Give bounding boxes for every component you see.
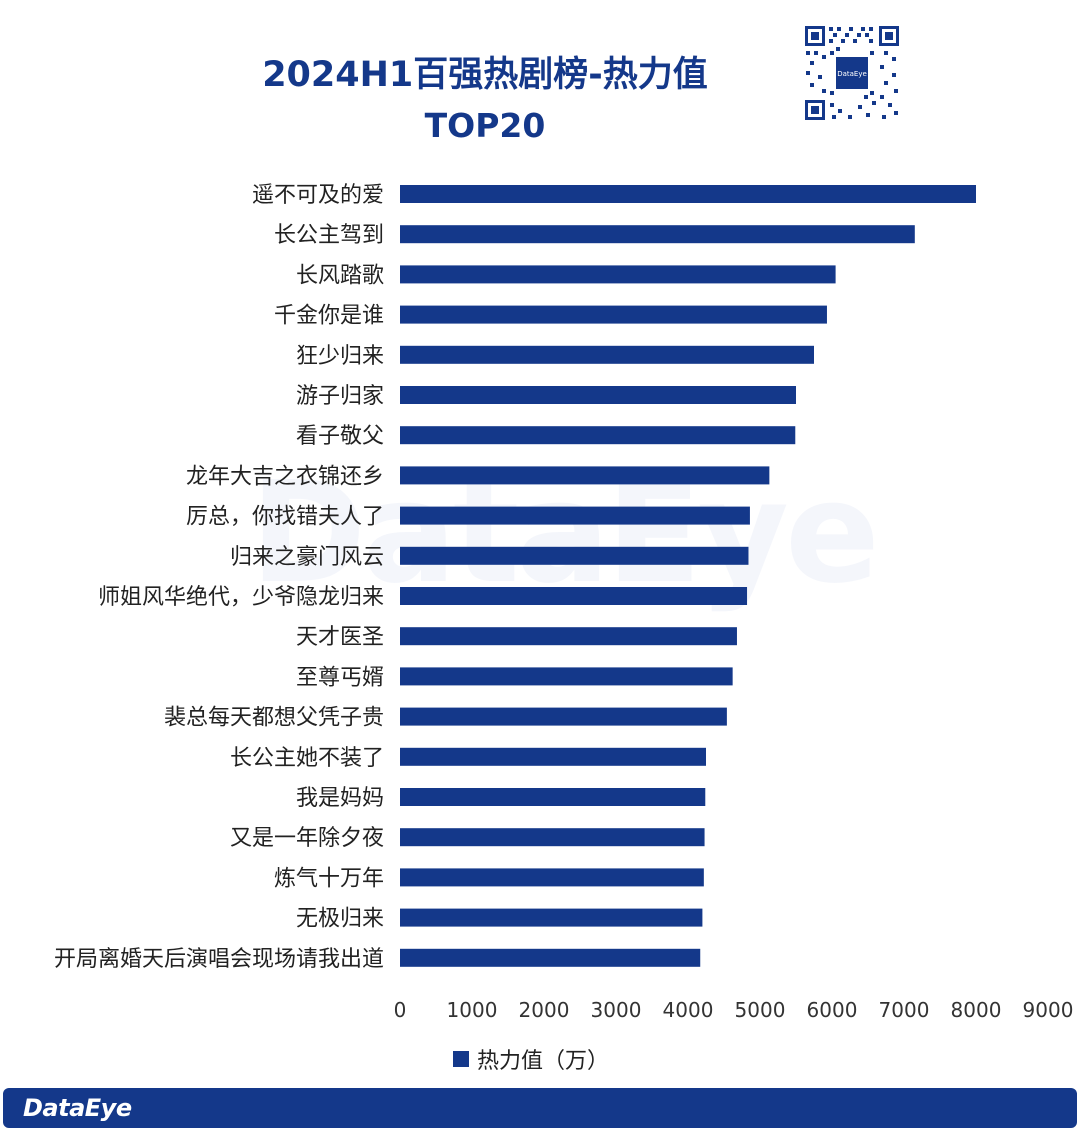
bar-13: [400, 667, 733, 686]
bars-layer: [400, 185, 976, 967]
bar-8: [400, 466, 770, 485]
category-label: 天才医圣: [296, 625, 384, 650]
legend-swatch: [453, 1051, 469, 1067]
bar-11: [400, 587, 748, 605]
category-label: 游子归家: [296, 384, 384, 409]
x-tick-label: 0: [394, 998, 407, 1022]
x-tick-label: 7000: [879, 998, 930, 1022]
bar-16: [400, 788, 706, 806]
bar-1: [400, 185, 976, 203]
category-label: 我是妈妈: [296, 786, 384, 811]
category-label: 厉总，你找错夫人了: [186, 505, 384, 530]
bar-17: [400, 828, 705, 847]
category-label: 至尊丐婿: [296, 665, 384, 690]
qr-code: DataEye: [803, 24, 901, 122]
bar-9: [400, 506, 750, 525]
footer-brand-logo: DataEye: [23, 1094, 132, 1122]
x-tick-label: 8000: [951, 998, 1002, 1022]
x-tick-label: 2000: [519, 998, 570, 1022]
category-label: 又是一年除夕夜: [230, 826, 384, 851]
legend-label: 热力值（万）: [477, 1049, 610, 1074]
bar-6: [400, 386, 796, 404]
bar-15: [400, 747, 706, 766]
x-tick-label: 9000: [1023, 998, 1074, 1022]
chart-subtitle: TOP20: [424, 106, 546, 145]
bar-chart: 遥不可及的爱长公主驾到长风踏歌千金你是谁狂少归来游子归家看子敬父龙年大吉之衣锦还…: [54, 183, 1074, 1022]
category-label: 千金你是谁: [274, 304, 384, 329]
category-label: 长风踏歌: [296, 263, 384, 288]
category-label: 长公主驾到: [274, 223, 384, 248]
bar-7: [400, 426, 796, 445]
chart-title: 2024H1百强热剧榜-热力值: [262, 55, 708, 95]
bar-3: [400, 265, 836, 284]
bar-5: [400, 345, 814, 364]
category-label: 无极归来: [296, 907, 384, 932]
bar-14: [400, 707, 727, 726]
category-label: 长公主她不装了: [230, 746, 384, 771]
qr-logo-text: DataEye: [837, 70, 867, 78]
bar-2: [400, 225, 915, 244]
x-tick-label: 1000: [447, 998, 498, 1022]
category-label: 师姐风华绝代，少爷隐龙归来: [98, 585, 384, 610]
bar-10: [400, 546, 749, 565]
category-label: 看子敬父: [296, 424, 384, 449]
bar-19: [400, 908, 703, 927]
bar-12: [400, 627, 737, 646]
category-label: 归来之豪门风云: [230, 545, 384, 570]
footer-bar: DataEye: [3, 1088, 1077, 1128]
category-label: 狂少归来: [296, 344, 384, 369]
x-axis-ticks: 0 1000 2000 3000 4000 5000 6000 7000 8000 9000: [394, 998, 1074, 1022]
legend: 热力值（万）: [453, 1044, 609, 1074]
bar-4: [400, 305, 827, 324]
x-tick-label: 4000: [663, 998, 714, 1022]
bar-18: [400, 868, 704, 887]
category-label: 龙年大吉之衣锦还乡: [186, 464, 384, 489]
x-tick-label: 6000: [807, 998, 858, 1022]
category-label: 炼气十万年: [274, 866, 384, 891]
category-label: 裴总每天都想父凭子贵: [164, 706, 384, 731]
category-labels: 遥不可及的爱长公主驾到长风踏歌千金你是谁狂少归来游子归家看子敬父龙年大吉之衣锦还…: [54, 183, 384, 972]
bar-20: [400, 948, 701, 967]
x-tick-label: 5000: [735, 998, 786, 1022]
category-label: 遥不可及的爱: [252, 183, 384, 208]
category-label: 开局离婚天后演唱会现场请我出道: [54, 947, 384, 972]
x-tick-label: 3000: [591, 998, 642, 1022]
